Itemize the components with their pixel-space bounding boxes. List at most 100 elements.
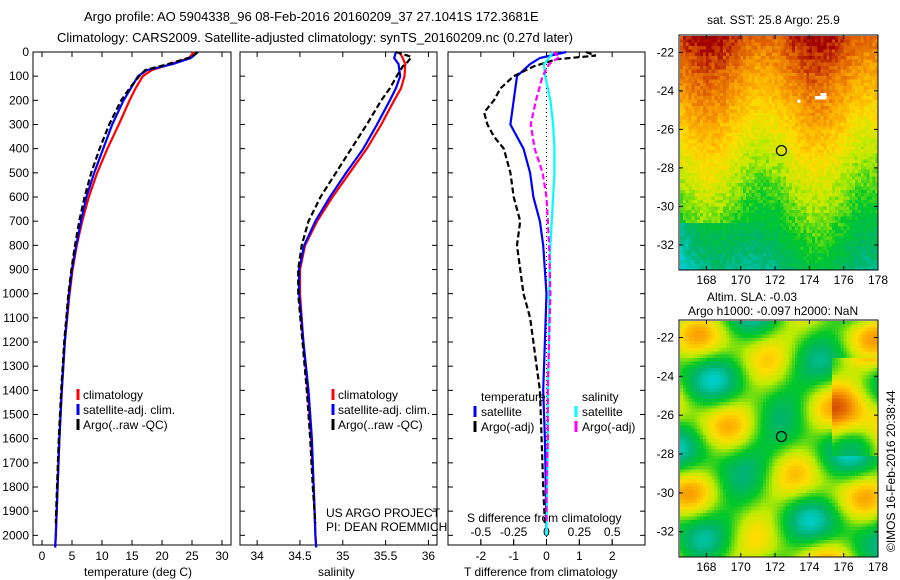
salinity-series-climatology (298, 51, 407, 548)
depth-ytick-label: 700 (9, 214, 29, 228)
salinity-xtick-label: 35.5 (374, 549, 398, 563)
depth-ytick-label: 1200 (2, 335, 29, 349)
depth-ytick-label: 1100 (3, 311, 29, 325)
differences-xtick-label: 2 (609, 549, 616, 563)
sla_map-lon-label: 176 (834, 560, 854, 574)
sst_map-frame (678, 34, 879, 271)
sst_map-lat-label: -24 (657, 84, 675, 98)
differences-series-temperature-argo-adj- (482, 50, 597, 524)
legend-label: Argo(..raw -QC) (83, 418, 168, 432)
temperature-xtick-label: 20 (155, 549, 169, 563)
depth-ytick-label: 500 (9, 166, 29, 180)
sla_map-lon-label: 178 (868, 560, 888, 574)
sla_map-argo-location-marker (775, 430, 788, 443)
legend-header-salinity: salinity (582, 390, 619, 404)
sst_map-lon-label: 170 (731, 273, 751, 287)
legend-label: satellite (481, 405, 522, 419)
depth-ytick-label: 1400 (2, 383, 29, 397)
sst-map-title: sat. SST: 25.8 Argo: 25.9 (707, 13, 840, 27)
depth-ytick-label: 400 (9, 142, 29, 156)
temperature-plot-frame (32, 51, 232, 546)
salinity-xtick-label: 35 (336, 549, 350, 563)
differences-xtick-label: -1 (508, 549, 519, 563)
legend-label: Argo(-adj) (481, 420, 534, 434)
legend-label: climatology (338, 388, 398, 402)
legend-label: satellite-adj. clim. (83, 403, 175, 417)
sla-map-image (680, 321, 878, 557)
title-line-2: Climatology: CARS2009. Satellite-adjuste… (57, 30, 573, 45)
sla_map-lon-label: 172 (765, 560, 785, 574)
sst_map-lon-label: 168 (696, 273, 716, 287)
salinity-series-satellite-adj-clim- (298, 51, 402, 548)
sla_map-frame (678, 319, 879, 558)
temperature-series-satellite-adj-clim- (54, 51, 199, 548)
depth-ytick-label: 2000 (2, 528, 29, 542)
temperature-xtick-label: 0 (39, 549, 46, 563)
legend-label: Argo(-adj) (582, 420, 635, 434)
sla_map-lat-label: -32 (657, 525, 675, 539)
temperature-series-climatology (54, 51, 195, 548)
salinity-xtick-label: 34 (250, 549, 264, 563)
depth-ytick-label: 200 (9, 93, 29, 107)
differences-series-temperature-satellite (509, 50, 567, 536)
depth-ytick-label: 1500 (2, 408, 29, 422)
depth-ytick-label: 1300 (2, 359, 29, 373)
differences-series-salinity-satellite (542, 51, 556, 536)
sst_map-lon-label: 178 (868, 273, 888, 287)
sla_map-lon-label: 170 (731, 560, 751, 574)
sla_map-lat-label: -28 (657, 447, 675, 461)
s-diff-xtick-label: 0.5 (604, 525, 621, 539)
differences-xtick-label: 1 (576, 549, 583, 563)
t-diff-xlabel: T difference from climatology (464, 565, 618, 579)
depth-ytick-label: 1600 (2, 432, 29, 446)
sla_map-lat-label: -24 (657, 369, 675, 383)
depth-ytick-label: 0 (22, 45, 29, 59)
sla-map-title-1: Altim. SLA: -0.03 (707, 290, 797, 304)
temperature-xtick-label: 25 (185, 549, 199, 563)
salinity-xlabel: salinity (318, 565, 355, 579)
s-diff-xtick-label: 0.25 (568, 525, 592, 539)
s-diff-xtick-label: -0.25 (500, 525, 528, 539)
sst_map-lat-label: -26 (657, 122, 675, 136)
legend-header-temperature: temperature (481, 390, 546, 404)
legend-label: satellite-adj. clim. (338, 403, 430, 417)
sla_map-lat-label: -26 (657, 408, 675, 422)
sst_map-lat-label: -28 (657, 161, 675, 175)
sla_map-lat-label: -30 (657, 486, 675, 500)
sst_map-argo-location-marker (775, 144, 788, 157)
project-label: US ARGO PROJECT (326, 506, 441, 520)
sla_map-lon-label: 168 (696, 560, 716, 574)
depth-ytick-label: 300 (9, 118, 29, 132)
sla_map-lat-label: -22 (657, 330, 675, 344)
temperature-xtick-label: 30 (215, 549, 229, 563)
copyright-label: ©IMOS 16-Feb-2016 20:38:44 (884, 390, 898, 552)
temperature-xtick-label: 10 (95, 549, 109, 563)
sst_map-lon-label: 174 (799, 273, 819, 287)
depth-ytick-label: 1800 (2, 480, 29, 494)
temperature-xlabel: temperature (deg C) (84, 565, 192, 579)
pi-label: PI: DEAN ROEMMICH (326, 520, 447, 534)
salinity-xtick-label: 34.5 (288, 549, 312, 563)
temperature-xtick-label: 15 (125, 549, 139, 563)
legend-label: Argo(..raw -QC) (338, 418, 423, 432)
sst_map-lat-label: -30 (657, 199, 675, 213)
sst_map-lon-label: 172 (765, 273, 785, 287)
differences-series-salinity-argo-adj- (529, 51, 562, 524)
sla_map-lon-label: 174 (799, 560, 819, 574)
s-diff-xtick-label: -0.5 (470, 525, 491, 539)
differences-xtick-label: -2 (475, 549, 486, 563)
depth-ytick-label: 900 (9, 263, 29, 277)
title-line-1: Argo profile: AO 5904338_96 08-Feb-2016 … (84, 9, 539, 24)
depth-ytick-label: 800 (9, 238, 29, 252)
temperature-xtick-label: 5 (69, 549, 76, 563)
sst-map-image (680, 36, 878, 270)
depth-ytick-label: 600 (9, 190, 29, 204)
differences-xtick-label: 0 (543, 549, 550, 563)
salinity-xtick-label: 36 (422, 549, 436, 563)
depth-ytick-label: 1900 (2, 504, 29, 518)
sst_map-lat-label: -32 (657, 238, 675, 252)
sst_map-lon-label: 176 (834, 273, 854, 287)
legend-label: climatology (83, 388, 143, 402)
